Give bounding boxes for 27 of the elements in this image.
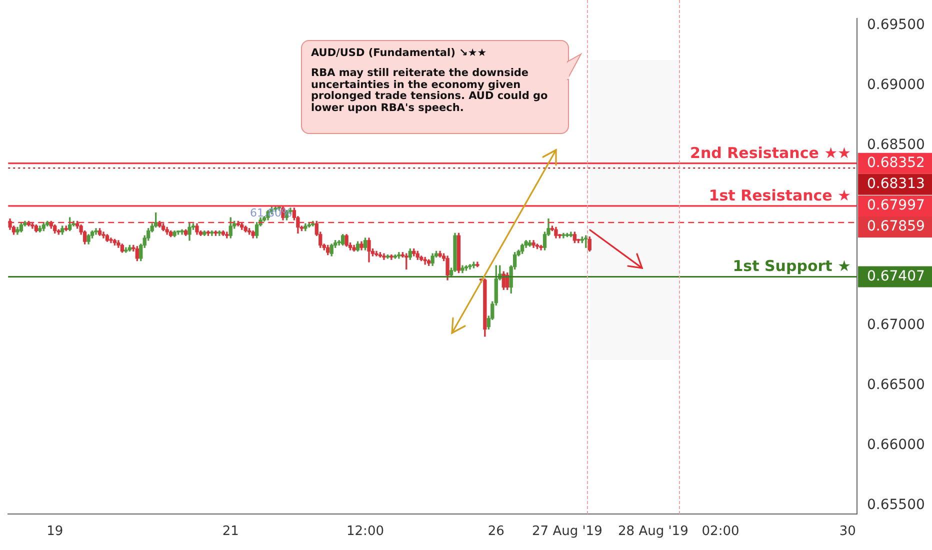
annotation: AUD/USD (Fundamental) ↘★★ — [311, 47, 488, 60]
x-tick-label: 02:00 — [702, 524, 740, 540]
ref-line-label: 1st Support ★ — [732, 257, 851, 276]
x-tick-label: 28 Aug '19 — [618, 524, 688, 540]
x-tick-label: 30 — [839, 524, 856, 540]
text: 0.68313 — [867, 176, 925, 192]
text: 0.67859 — [867, 218, 925, 235]
ref-line-label: 1st Resistance ★ — [708, 186, 851, 204]
text: 0.67407 — [867, 268, 925, 284]
x-tick-label: 27 Aug '19 — [532, 524, 602, 540]
y-tick-label: 0.66500 — [867, 377, 925, 394]
x-tick-label: 21 — [222, 524, 239, 540]
y-tick-label: 0.67000 — [867, 317, 925, 334]
annotation: RBA may still reiterate the downside uncertainties in the economy given prolonged trade tensions. AUD could go lower upon RBA's speech. — [311, 66, 549, 115]
x-tick-label: 12:00 — [346, 524, 384, 540]
text: 0.67997 — [867, 198, 925, 214]
callout: AUD/USD (Fundamental) ↘★★ RBA may still reiterate the downside uncertainties in the economy given prolonged trade tensions. AUD could go lower upon RBA's speech. — [301, 40, 583, 134]
x-tick-label: 19 — [46, 524, 64, 540]
y-tick-label: 0.65500 — [867, 497, 925, 514]
text: 0.68352 — [867, 155, 925, 171]
y-tick-label: 0.69000 — [867, 77, 925, 94]
y-tick-label: 0.68500 — [867, 137, 925, 154]
y-tick-label: 0.66000 — [867, 437, 925, 454]
ref-line-label: 2nd Resistance ★★ — [690, 144, 851, 162]
x-tick-label: 26 — [488, 524, 504, 540]
candlestick — [102, 232, 106, 238]
y-tick-label: 0.69500 — [867, 17, 925, 34]
